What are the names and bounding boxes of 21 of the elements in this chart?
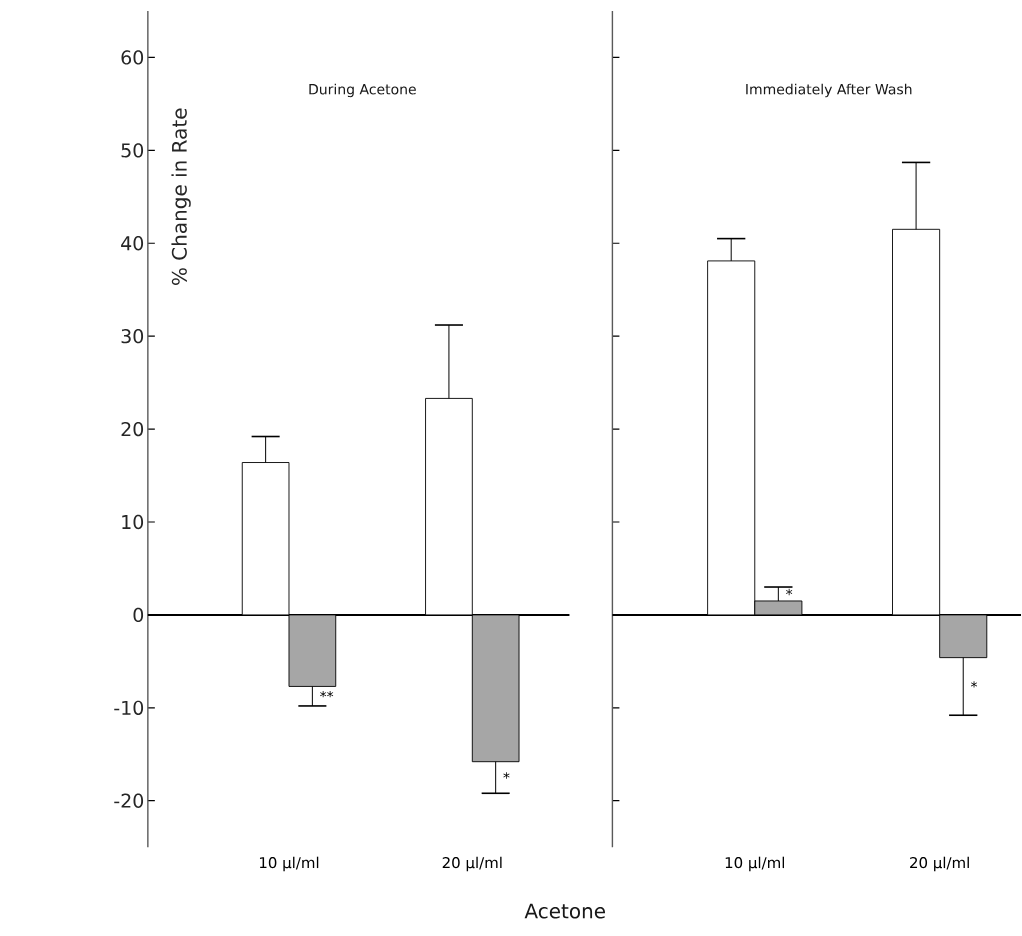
annotation: * (503, 772, 510, 779)
annotation: * (786, 588, 793, 596)
y-tick-label: -20 (114, 793, 144, 808)
annotation: * (970, 681, 978, 688)
y-tick-label: 20 (121, 421, 144, 437)
y-tick-label: -10 (114, 700, 144, 715)
text: During Acetone (309, 83, 416, 98)
y-tick-label: 0 (133, 607, 144, 623)
x-axis-title: Acetone (524, 903, 605, 919)
y-tick-label: 60 (121, 50, 144, 65)
x-tick-label: 20 µl/ml (442, 856, 502, 872)
x-tick-label: 10 µl/ml (725, 856, 785, 872)
x-tick-label: 10 µl/ml (259, 856, 319, 872)
text: Immediately After Wash (746, 83, 912, 98)
x-tick-label: 20 µl/ml (910, 856, 969, 872)
y-tick-label: 40 (121, 236, 144, 251)
annotation: ** (320, 690, 334, 698)
y-tick-label: 30 (121, 328, 144, 344)
y-axis-title: % Change in Rate (171, 108, 191, 285)
y-tick-label: 10 (122, 514, 144, 530)
y-tick-label: 50 (121, 143, 144, 158)
